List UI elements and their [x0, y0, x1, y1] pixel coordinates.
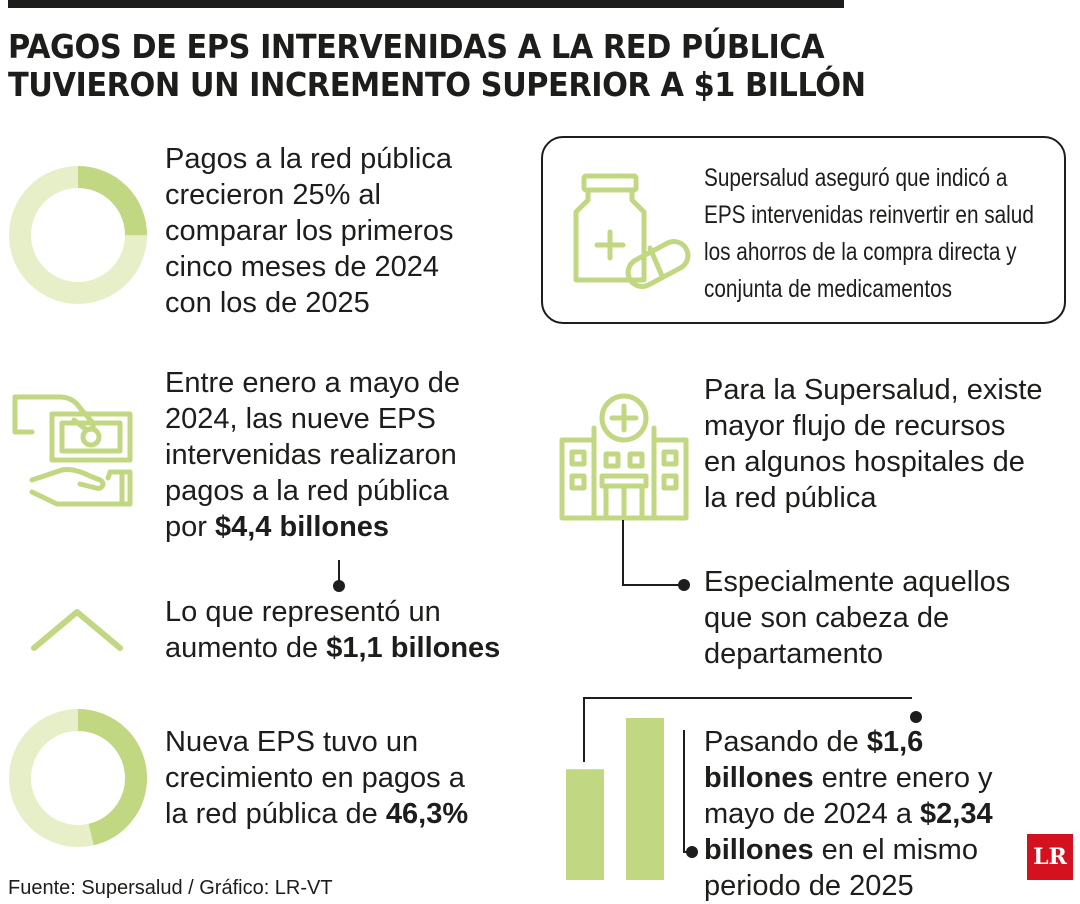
text-line: Pagos a la red pública [165, 143, 452, 175]
amount-highlight: $2,34 [920, 798, 993, 830]
top-rule [8, 0, 844, 8]
text-line: billones entre enero y [704, 760, 993, 796]
text-line: billones en el mismo [704, 832, 993, 868]
text-line: Pasando de $1,6 [704, 724, 993, 760]
text-line: mayor flujo de recursos [704, 410, 1006, 442]
percent-highlight: 46,3% [385, 798, 469, 830]
text-line: la red pública de 46,3% [165, 796, 468, 832]
text-line: Supersalud aseguró que indicó a [704, 164, 1008, 192]
payments-growth-text: Pagos a la red pública crecieron 25% al … [165, 141, 453, 321]
connector-left [333, 560, 345, 592]
text-span: por [165, 511, 215, 543]
text-span: Pasando de [704, 726, 867, 758]
connector-right [622, 520, 690, 591]
source-footer: Fuente: Supersalud / Gráfico: LR-VT [8, 877, 333, 899]
text-line: Entre enero a mayo de [165, 367, 461, 399]
text-line: crecimiento en pagos a [165, 762, 465, 794]
title-line-1: PAGOS DE EPS INTERVENIDAS A LA RED PÚBLI… [8, 27, 825, 66]
donut-segment [9, 709, 147, 847]
amount-highlight: billones [704, 762, 814, 794]
medicine-icon [573, 173, 691, 289]
text-line: EPS intervenidas reinvertir en salud [704, 201, 1034, 229]
amount-highlight: billones [704, 834, 814, 866]
box-text: Supersalud aseguró que indicó a EPS inte… [704, 160, 1053, 308]
donut-chart-nueva-eps [9, 709, 147, 847]
text-line: departamento [704, 638, 883, 670]
money-hand-icon [12, 394, 133, 507]
payments-amount-text: Entre enero a mayo de 2024, las nueve EP… [165, 365, 460, 545]
text-line: crecieron 25% al [165, 179, 381, 211]
hospital-flow-text: Para la Supersalud, existe mayor flujo d… [704, 372, 1043, 516]
text-line: aumento de $1,1 billones [165, 630, 500, 666]
text-line: pagos a la red pública [165, 475, 449, 507]
increase-text: Lo que representó un aumento de $1,1 bil… [165, 594, 500, 666]
text-span: entre enero y [813, 762, 993, 794]
bar-comparison [566, 697, 912, 880]
text-line: periodo de 2025 [704, 870, 914, 902]
text-line: que son cabeza de [704, 602, 950, 634]
text-line: Lo que representó un [165, 596, 441, 628]
text-line: por $4,4 billones [165, 509, 460, 545]
text-line: en algunos hospitales de [704, 446, 1025, 478]
text-line: conjunta de medicamentos [704, 275, 953, 303]
text-line: mayo de 2024 a $2,34 [704, 796, 993, 832]
nueva-eps-text: Nueva EPS tuvo un crecimiento en pagos a… [165, 724, 468, 832]
text-span: en el mismo [813, 834, 978, 866]
bar-2024 [566, 769, 604, 880]
donut-chart-2025-growth [9, 166, 147, 304]
text-line: con los de 2025 [165, 287, 370, 319]
text-span: la red pública de [165, 798, 386, 830]
amount-highlight: $4,4 billones [214, 511, 390, 543]
lr-logo: LR [1027, 834, 1073, 880]
text-line: Nueva EPS tuvo un [165, 726, 419, 758]
text-line: Especialmente aquellos [704, 566, 1011, 598]
text-span: mayo de 2024 a [704, 798, 921, 830]
connector-line [683, 730, 692, 853]
connector-line [583, 697, 912, 762]
amount-highlight: $1,6 [866, 726, 924, 758]
billions-text: Pasando de $1,6 billones entre enero y m… [704, 724, 993, 904]
text-line: comparar los primeros [165, 215, 454, 247]
info-box [541, 136, 1066, 324]
text-line: la red pública [704, 482, 877, 514]
hospital-icon [559, 393, 689, 521]
donut-segment [9, 166, 147, 304]
text-line: cinco meses de 2024 [165, 251, 440, 283]
text-line: Para la Supersalud, existe [704, 374, 1043, 406]
text-span: aumento de [165, 632, 327, 664]
text-line: 2024, las nueve EPS [165, 403, 436, 435]
text-line: los ahorros de la compra directa y [704, 238, 1017, 266]
text-line: intervenidas realizaron [165, 439, 457, 471]
bar-2025 [626, 718, 664, 880]
chevron-up-icon [31, 609, 123, 651]
amount-highlight: $1,1 billones [326, 632, 501, 664]
department-text: Especialmente aquellos que son cabeza de… [704, 564, 1010, 672]
page-title: PAGOS DE EPS INTERVENIDAS A LA RED PÚBLI… [8, 28, 928, 104]
title-line-2: TUVIERON UN INCREMENTO SUPERIOR A $1 BIL… [8, 65, 866, 104]
connector-dot-top [910, 711, 922, 723]
connector-dot [686, 846, 698, 858]
